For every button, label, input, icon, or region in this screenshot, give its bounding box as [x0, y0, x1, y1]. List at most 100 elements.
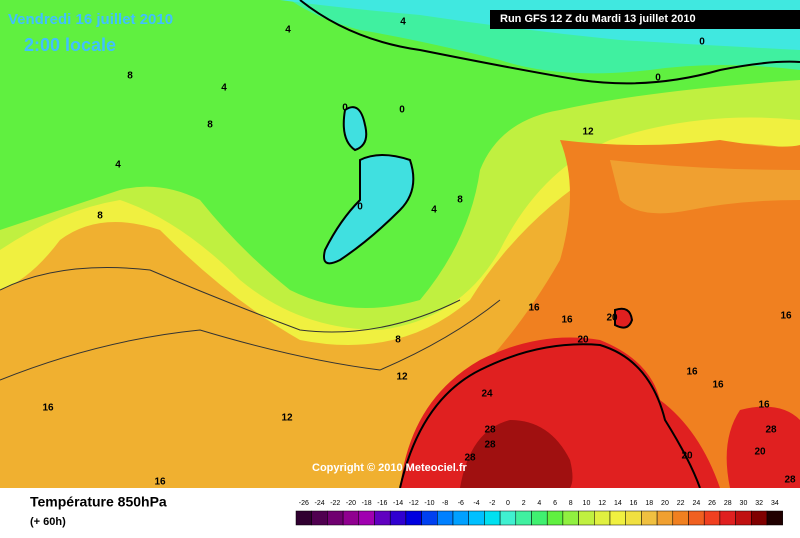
copyright: Copyright © 2010 Meteociel.fr [312, 462, 468, 474]
contour-label: 16 [528, 303, 540, 314]
colorbar-swatch [766, 510, 783, 526]
legend-subtitle: (+ 60h) [30, 516, 66, 528]
contour-label: 20 [577, 335, 589, 346]
contour-label: 20 [754, 447, 766, 458]
run-label: Run GFS 12 Z du Mardi 13 juillet 2010 [500, 13, 696, 25]
colorbar-swatch [405, 510, 422, 526]
colorbar-swatch [484, 510, 501, 526]
colorbar-label: -20 [346, 500, 356, 507]
contour-label: 8 [457, 195, 463, 206]
colorbar-label: 22 [677, 500, 685, 507]
contour-label: 8 [207, 120, 213, 131]
colorbar-label: 14 [614, 500, 622, 507]
colorbar-swatch [531, 510, 548, 526]
colorbar-swatch [374, 510, 391, 526]
contour-label: 4 [431, 205, 437, 216]
colorbar-label: -6 [458, 500, 464, 507]
contour-label: 4 [221, 83, 227, 94]
colorbar-swatch [688, 510, 705, 526]
contour-label: 8 [97, 211, 103, 222]
contour-label: 0 [399, 105, 405, 116]
colorbar-swatch [656, 510, 674, 526]
colorbar-swatch [311, 510, 328, 526]
colorbar-swatch [703, 510, 721, 526]
colorbar-swatch [625, 510, 642, 526]
colorbar-swatch [468, 510, 485, 526]
contour-label: 16 [561, 315, 573, 326]
legend-title: Température 850hPa [30, 494, 167, 510]
colorbar-label: -22 [330, 500, 340, 507]
contour-label: 12 [281, 413, 293, 424]
contour-label: 28 [765, 425, 777, 436]
colorbar-swatch [578, 510, 595, 526]
colorbar-label: 4 [537, 500, 541, 507]
colorbar-label: 24 [692, 500, 700, 507]
contour-label: 28 [484, 425, 496, 436]
contour-label: 4 [285, 25, 291, 36]
colorbar-label: 20 [661, 500, 669, 507]
colorbar-swatch [751, 510, 768, 526]
colorbar-label: -2 [489, 500, 495, 507]
contour-label: 20 [606, 313, 618, 324]
contour-label: 20 [681, 451, 693, 462]
colorbar-swatch [499, 510, 517, 526]
contour-label: 0 [357, 202, 363, 213]
colorbar-label: -10 [424, 500, 434, 507]
colorbar-label: -16 [377, 500, 387, 507]
colorbar-label: 0 [506, 500, 510, 507]
colorbar-label: 10 [583, 500, 591, 507]
colorbar-swatch [562, 510, 579, 526]
colorbar-label: 6 [553, 500, 557, 507]
map-time: 2:00 locale [24, 35, 116, 55]
run-banner [490, 10, 800, 29]
contour-label: 24 [481, 389, 493, 400]
contour-labels: 4 4 0 8 4 0 0 0 8 12 4 0 8 4 8 16 16 20 16 8 20 16 12 16 24 16 12 1… [42, 17, 796, 488]
contour-label: 28 [464, 453, 476, 464]
colorbar-swatch [735, 510, 752, 526]
colorbar-label: -12 [409, 500, 419, 507]
contour-label: 8 [395, 335, 401, 346]
contour-label: 4 [115, 160, 121, 171]
colorbar-label: 12 [598, 500, 606, 507]
contour-label: 0 [699, 37, 705, 48]
colorbar-swatch [719, 510, 736, 526]
colorbar-label: -18 [362, 500, 372, 507]
colorbar-swatch [452, 510, 469, 526]
contour-label: 0 [342, 103, 348, 114]
colorbar-swatch [358, 510, 375, 526]
colorbar-label: -24 [314, 500, 324, 507]
legend-panel [0, 488, 800, 533]
colorbar-swatch [594, 510, 611, 526]
colorbar-label: -26 [299, 500, 309, 507]
colorbar-swatch [421, 510, 438, 526]
contour-label: 16 [758, 400, 770, 411]
colorbar-swatch [609, 510, 626, 526]
colorbar-swatch [389, 510, 407, 526]
map-date: Vendredi 16 juillet 2010 [8, 11, 173, 28]
colorbar-label: 32 [755, 500, 763, 507]
contour-label: 28 [784, 475, 796, 486]
colorbar-label: 8 [569, 500, 573, 507]
colorbar-label: 16 [630, 500, 638, 507]
colorbar-label: -8 [442, 500, 448, 507]
contour-label: 16 [686, 367, 698, 378]
colorbar-swatch [342, 510, 360, 526]
colorbar-swatch [546, 510, 564, 526]
contour-label: 12 [396, 372, 408, 383]
colorbar-swatch [327, 510, 344, 526]
colorbar-label: -14 [393, 500, 403, 507]
contour-label: 0 [655, 73, 661, 84]
colorbar-swatch [672, 510, 689, 526]
colorbar-label: 18 [645, 500, 653, 507]
colorbar-swatch [515, 510, 532, 526]
colorbar-label: 2 [522, 500, 526, 507]
contour-label: 12 [582, 127, 594, 138]
contour-label: 28 [484, 440, 496, 451]
contour-label: 16 [154, 477, 166, 488]
colorbar-swatch [295, 510, 312, 526]
contour-label: 16 [712, 380, 724, 391]
colorbar-label: 26 [708, 500, 716, 507]
colorbar-label: -4 [473, 500, 479, 507]
contour-label: 8 [127, 71, 133, 82]
